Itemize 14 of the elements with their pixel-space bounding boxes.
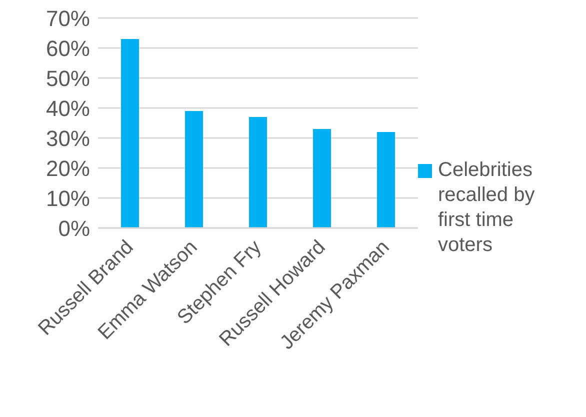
y-tick-label: 70% xyxy=(46,6,90,31)
y-tick-label: 30% xyxy=(46,126,90,151)
bar xyxy=(249,117,267,228)
y-tick-label: 10% xyxy=(46,186,90,211)
y-tick-label: 0% xyxy=(58,216,90,241)
bar xyxy=(377,132,395,228)
legend-label: Celebrities recalled by first time voters xyxy=(438,158,536,258)
y-tick-label: 40% xyxy=(46,96,90,121)
y-tick-label: 20% xyxy=(46,156,90,181)
bar xyxy=(185,111,203,228)
y-tick-label: 60% xyxy=(46,36,90,61)
bar xyxy=(313,129,331,228)
y-tick-label: 50% xyxy=(46,66,90,91)
bar xyxy=(121,39,139,228)
